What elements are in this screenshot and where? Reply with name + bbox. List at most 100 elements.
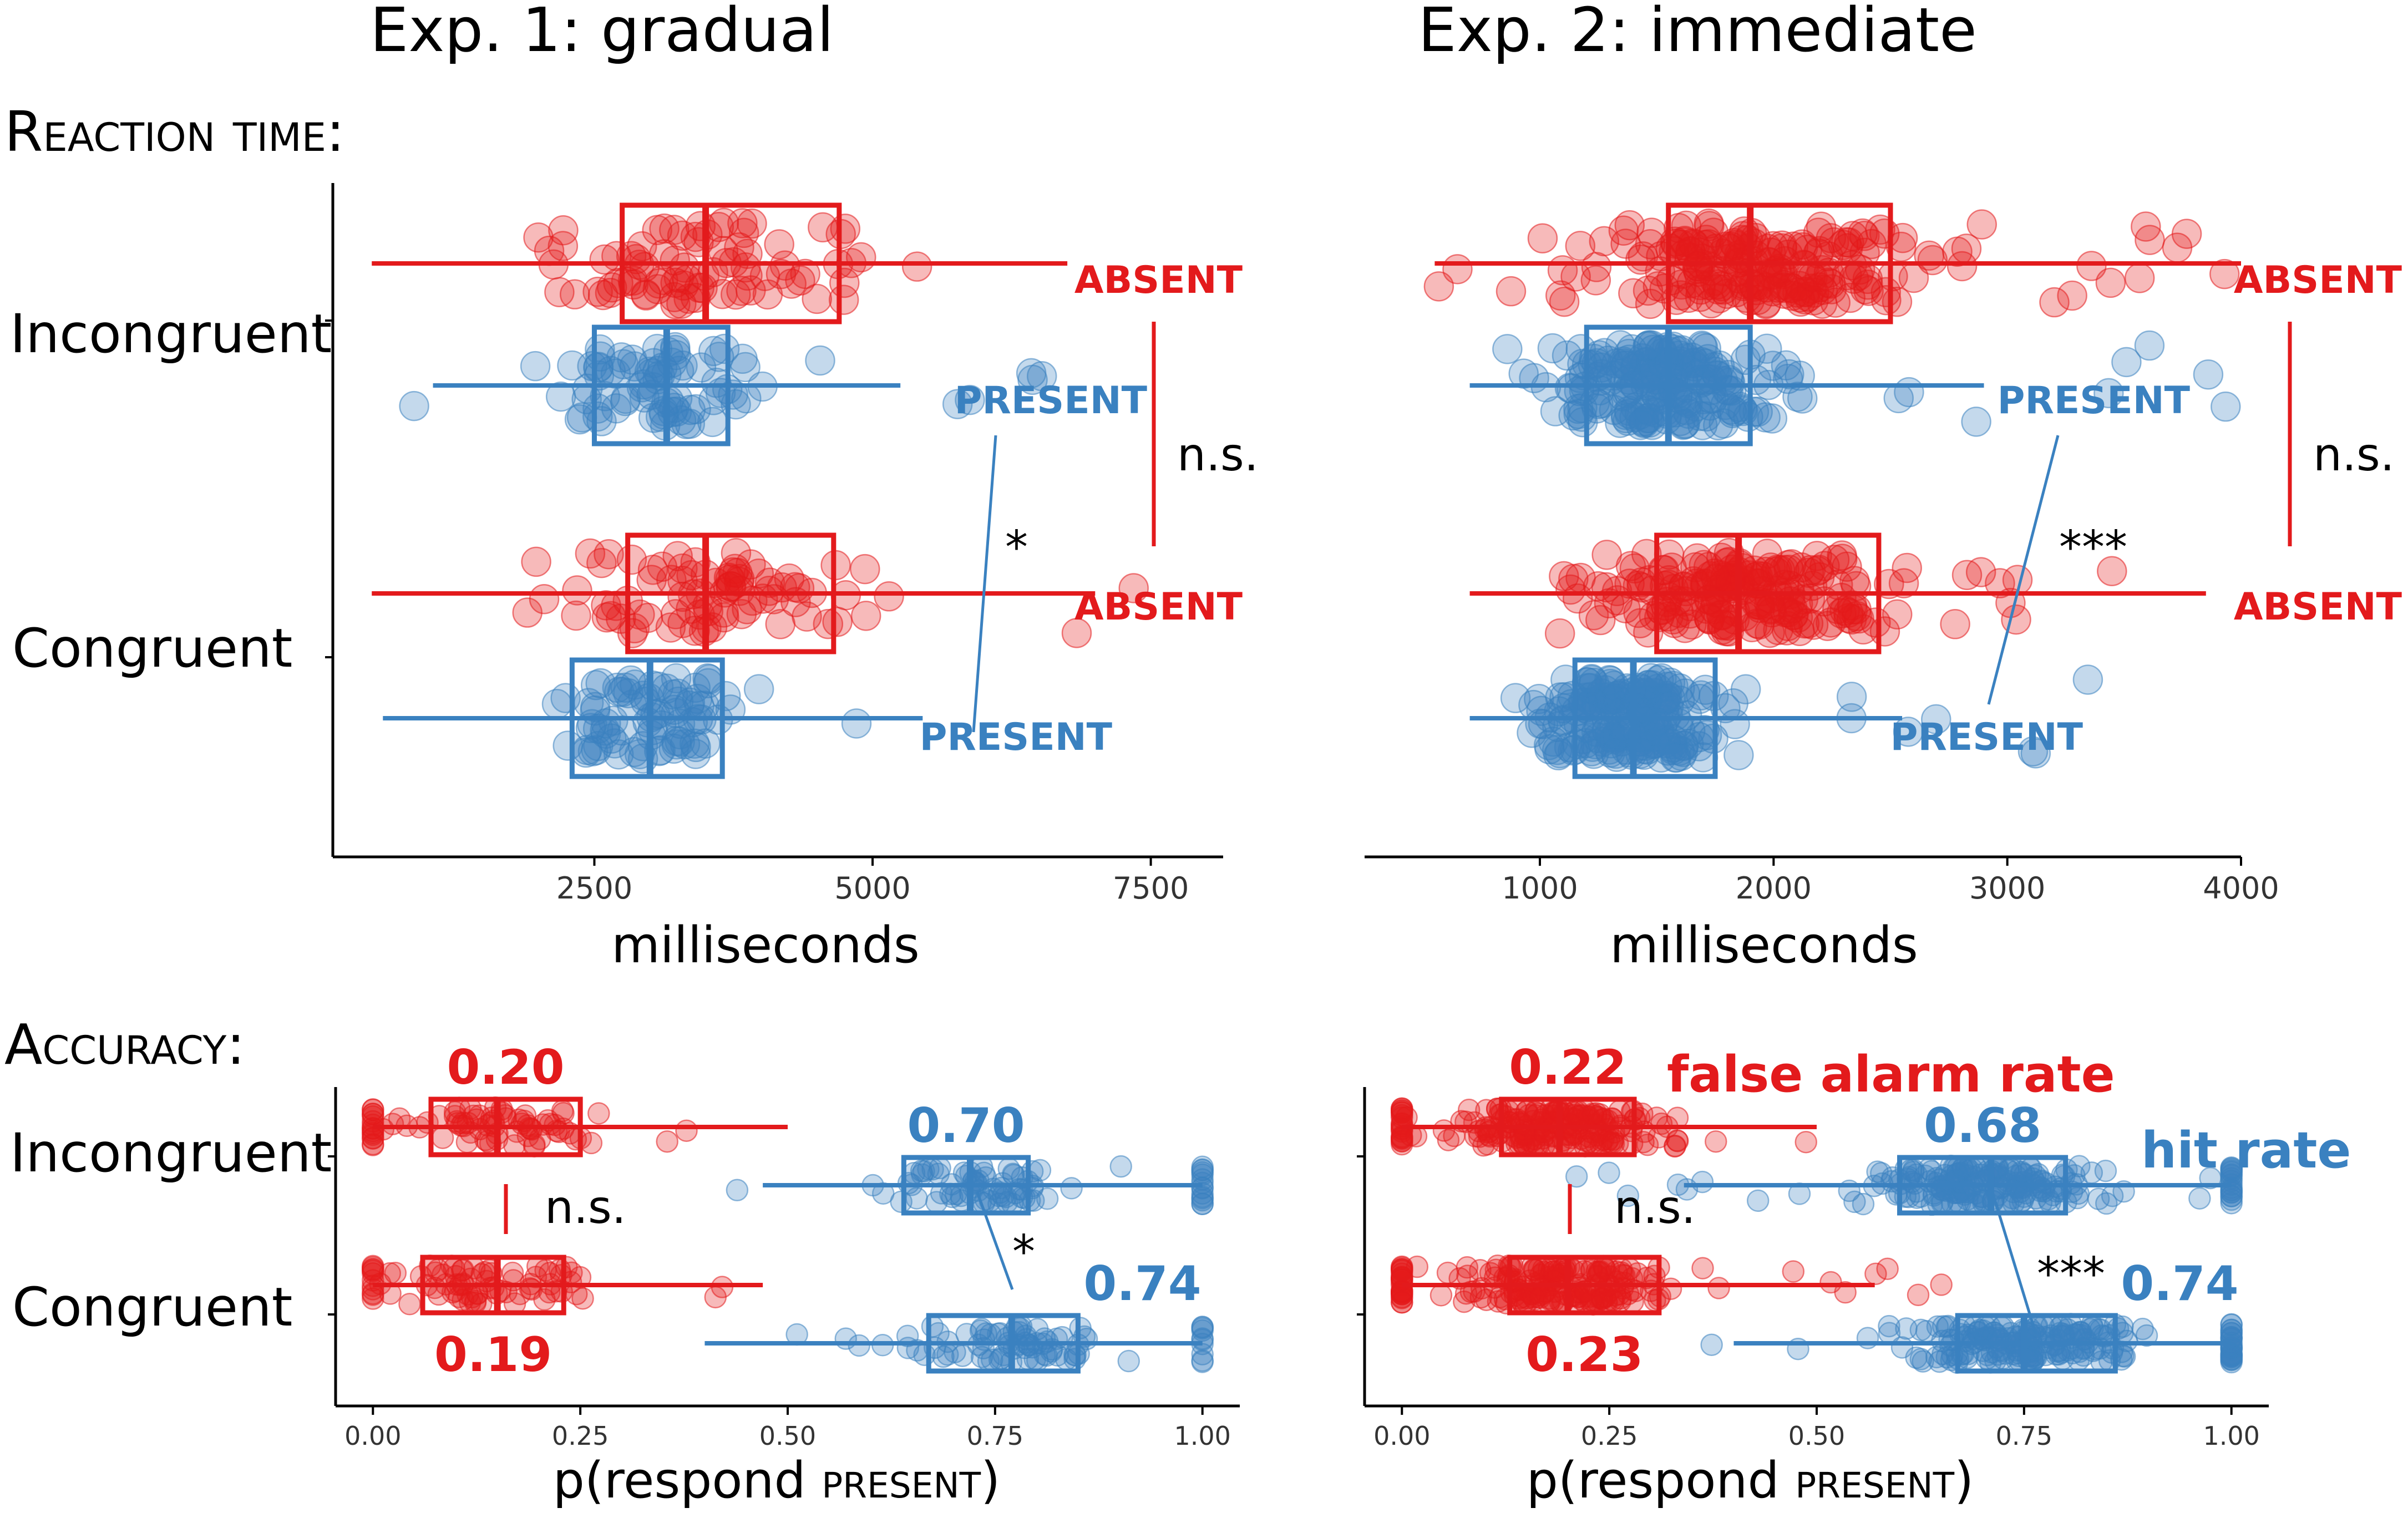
acc-exp1-point (921, 1158, 944, 1181)
rt-exp1-point (727, 208, 758, 238)
rt-exp2-point (1720, 709, 1750, 739)
acc-exp2-panel: 0.00 0.25 0.50 0.75 1.00 0.22 0.68 0.23 0.74 (1357, 1040, 2269, 1451)
rt-exp2-point (2209, 258, 2240, 290)
right-panel-title: Exp. 2: immediate (1418, 0, 1977, 65)
rt-exp1-point (529, 583, 560, 615)
acc-exp1-point (988, 1322, 1012, 1345)
rt-exp1-point (701, 367, 732, 398)
acc-exp2-mean-label: 0.74 (2121, 1256, 2238, 1312)
rt-exp2-point (1894, 377, 1924, 408)
rt-exp1-present-star: * (1005, 521, 1028, 574)
acc-exp2-x-tick-label: 0.50 (1788, 1421, 1845, 1451)
rt-exp2-point (1702, 274, 1733, 305)
hit-rate-label: hit rate (2141, 1121, 2351, 1180)
rt-exp2-point (1614, 210, 1645, 241)
rt-exp1-box (591, 324, 731, 446)
rt-exp1-point (601, 393, 632, 424)
acc-exp1-point (704, 1286, 727, 1309)
rt-exp1-point (1026, 361, 1057, 392)
rt-exp2-point (1961, 407, 1991, 437)
rt-exp1-x-tick-label: 2500 (556, 871, 632, 906)
rt-exp2-point (2057, 280, 2087, 311)
acc-exp1-box (428, 1096, 583, 1157)
acc-exp1-point (1063, 1348, 1086, 1370)
acc-exp2-point (1746, 1189, 1770, 1212)
rt-exp1-xlabel: milliseconds (611, 916, 920, 974)
rt-exp2-xlabel: milliseconds (1610, 916, 1918, 974)
rt-exp1-point (521, 546, 551, 577)
rt-exp1-absent-label-top: ABSENT (1074, 258, 1243, 302)
rt-exp2-box (1666, 202, 1893, 324)
rt-exp2-box (1654, 532, 1882, 654)
rt-exp2-point (1664, 340, 1695, 371)
acc-exp2-point (2047, 1343, 2070, 1366)
rt-exp1-point (730, 352, 761, 383)
rt-exp1-box (625, 532, 837, 654)
acc-exp2-point (1700, 1333, 1723, 1356)
rt-exp1-series-1 (399, 332, 1057, 441)
acc-exp1-point (982, 1177, 1005, 1200)
rt-exp2-point (1844, 603, 1874, 634)
rt-exp1-point (764, 229, 794, 260)
acc-exp2-point (2220, 1344, 2243, 1367)
acc-exp1-point (501, 1261, 524, 1284)
rt-exp2-x-tick-label: 4000 (2203, 871, 2279, 906)
rt-exp2-point (1637, 575, 1667, 606)
acc-exp2-point (1664, 1135, 1686, 1158)
acc-exp2-xlabel: p(respond present) (1527, 1451, 1974, 1510)
acc-exp2-point (1565, 1165, 1588, 1188)
acc-exp1-point (970, 1317, 993, 1341)
rt-exp2-present-sig-line (1987, 435, 2060, 705)
rt-exp2-present-label-top: PRESENT (1998, 379, 2191, 423)
rt-exp1-point (737, 208, 767, 239)
rt-exp2-point (1966, 209, 1997, 240)
rt-exp1-point (808, 212, 838, 243)
rt-exp2-point (1888, 568, 1919, 598)
acc-exp2-hit-sig-line (1991, 1192, 2037, 1334)
acc-exp2-point (1983, 1164, 2006, 1186)
acc-exp2-point (1620, 1119, 1643, 1143)
rt-exp1-point (718, 557, 748, 588)
rt-exp2-point (1763, 615, 1793, 646)
rt-exp2-point (1670, 678, 1701, 709)
rt-exp2-point (1744, 609, 1775, 640)
rt-exp1-point (667, 350, 698, 381)
rt-exp2-point (1614, 568, 1645, 599)
rt-exp1-point (399, 390, 429, 422)
rt-exp1-point (617, 618, 648, 648)
acc-exp2-point (1852, 1192, 1875, 1216)
rt-exp2-point (1795, 555, 1826, 586)
acc-exp1-xlabel: p(respond present) (553, 1451, 1001, 1510)
acc-exp1-point (913, 1343, 936, 1367)
rt-exp1-point (724, 575, 755, 606)
rt-exp2-point (1793, 608, 1824, 639)
rt-exp1-point (619, 613, 650, 644)
rt-exp1-point (841, 708, 872, 739)
rt-exp2-point (1608, 346, 1639, 377)
acc-exp1-point (362, 1103, 384, 1125)
acc-exp1-point (726, 1179, 749, 1202)
acc-exp1-point (1109, 1155, 1132, 1178)
rt-exp2-point (1492, 334, 1523, 364)
rt-exp1-point (846, 242, 876, 273)
rt-exp2-point (1634, 395, 1665, 427)
rt-exp2-x-tick-label: 1000 (1502, 871, 1578, 906)
rt-exp1-series-2 (512, 537, 1149, 648)
acc-exp2-point (2094, 1159, 2117, 1182)
rt-exp1-absent-label-bottom: ABSENT (1074, 585, 1243, 629)
acc-exp2-point (1469, 1258, 1492, 1282)
acc-exp1-point (970, 1346, 993, 1368)
acc-exp1-point (1021, 1176, 1044, 1200)
acc-exp2-point (1985, 1323, 2009, 1347)
rt-exp2-point (1547, 255, 1578, 286)
rt-exp1-point (698, 336, 729, 367)
rt-exp1-point (626, 231, 657, 262)
acc-exp1-point (381, 1113, 404, 1135)
acc-exp2-point (1523, 1258, 1545, 1281)
rt-exp1-point (617, 265, 648, 296)
rt-exp1-series-0 (523, 207, 932, 319)
rt-exp1-point (1061, 618, 1092, 648)
rt-exp2-panel: 1000 2000 3000 4000 (1365, 202, 2279, 906)
acc-exp2-x-tick-label: 1.00 (2203, 1421, 2259, 1451)
